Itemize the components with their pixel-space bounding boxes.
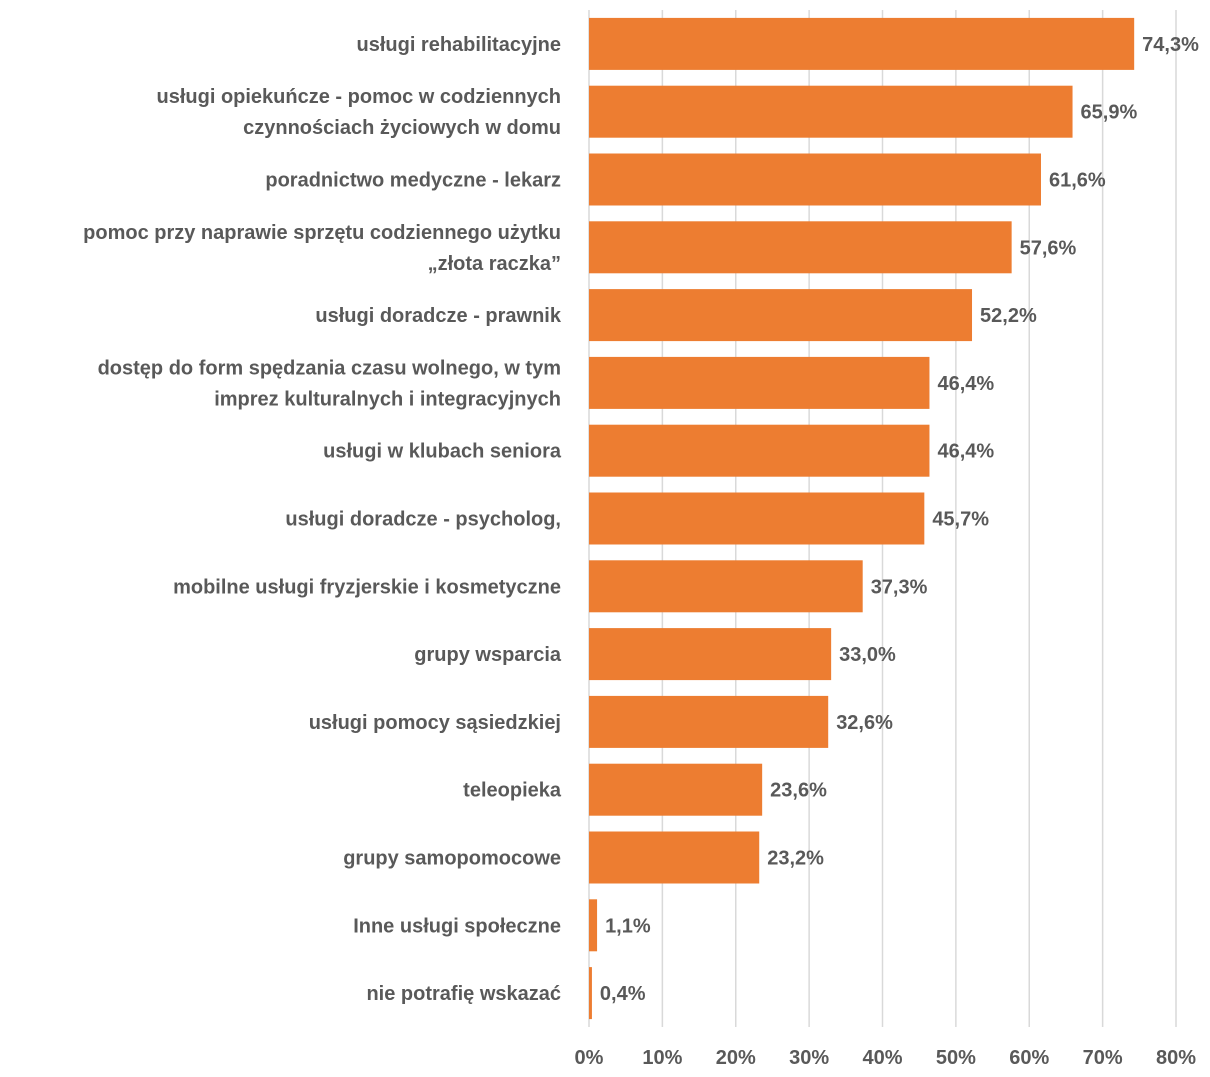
category-label: mobilne usługi fryzjerskie i kosmetyczne (173, 576, 561, 598)
data-label: 65,9% (1081, 102, 1138, 124)
category-label: usługi w klubach seniora (323, 441, 562, 463)
bar (589, 289, 973, 342)
bar (589, 153, 1041, 206)
category-label: usługi opiekuńcze - pomoc w codziennych (157, 86, 562, 108)
data-label: 46,4% (937, 373, 994, 395)
bar (589, 492, 925, 545)
bar (589, 560, 863, 613)
bar (589, 899, 598, 952)
category-label: usługi pomocy sąsiedzkiej (309, 712, 561, 734)
category-label: poradnictwo medyczne - lekarz (265, 170, 561, 192)
bar (589, 967, 592, 1020)
data-label: 52,2% (980, 305, 1037, 327)
data-label: 46,4% (937, 441, 994, 463)
category-label: imprez kulturalnych i integracyjnych (214, 388, 561, 410)
category-label: pomoc przy naprawie sprzętu codziennego … (83, 222, 561, 244)
x-tick-label: 20% (716, 1047, 756, 1069)
value-labels: 74,3% 65,9% 61,6% 57,6% 52,2% 46,4% 46,4% 45,7%… (600, 34, 1199, 1005)
bar (589, 85, 1073, 138)
data-label: 37,3% (871, 576, 928, 598)
bar (589, 17, 1135, 70)
category-label: dostęp do form spędzania czasu wolnego, … (98, 357, 561, 379)
category-label: nie potrafię wskazać (366, 983, 561, 1005)
category-label: grupy wsparcia (414, 644, 562, 666)
x-axis-tick-labels: 0% 10% 20% 30% 40% 50% 60% 70% 80% (575, 1047, 1197, 1069)
bar (589, 831, 760, 884)
category-label: usługi doradcze - prawnik (315, 305, 561, 327)
bar (589, 763, 763, 816)
bar (589, 356, 930, 409)
x-tick-label: 80% (1156, 1047, 1196, 1069)
data-label: 1,1% (605, 915, 651, 937)
data-label: 33,0% (839, 644, 896, 666)
category-label: Inne usługi społeczne (353, 915, 561, 937)
data-label: 61,6% (1049, 170, 1106, 192)
x-tick-label: 50% (936, 1047, 976, 1069)
x-tick-label: 30% (789, 1047, 829, 1069)
bar (589, 695, 829, 748)
x-tick-label: 70% (1083, 1047, 1123, 1069)
data-label: 32,6% (836, 712, 893, 734)
x-tick-label: 10% (642, 1047, 682, 1069)
data-label: 23,6% (770, 780, 827, 802)
category-label: czynnościach życiowych w domu (243, 117, 561, 139)
data-label: 74,3% (1142, 34, 1199, 56)
x-tick-label: 60% (1009, 1047, 1049, 1069)
category-label: grupy samopomocowe (343, 848, 561, 870)
category-label: usługi rehabilitacyjne (356, 34, 561, 56)
bar (589, 424, 930, 477)
category-label: usługi doradcze - psycholog, (285, 509, 561, 531)
data-label: 0,4% (600, 983, 646, 1005)
category-labels: usługi rehabilitacyjne usługi opiekuńcze … (83, 34, 562, 1005)
data-label: 57,6% (1020, 237, 1077, 259)
bars (589, 17, 1135, 1020)
x-tick-label: 40% (862, 1047, 902, 1069)
data-label: 23,2% (767, 848, 824, 870)
data-label: 45,7% (932, 509, 989, 531)
category-label: teleopieka (463, 780, 562, 802)
category-label: „złota raczka” (428, 253, 561, 275)
x-tick-label: 0% (575, 1047, 604, 1069)
bar (589, 628, 832, 681)
bar (589, 221, 1012, 274)
